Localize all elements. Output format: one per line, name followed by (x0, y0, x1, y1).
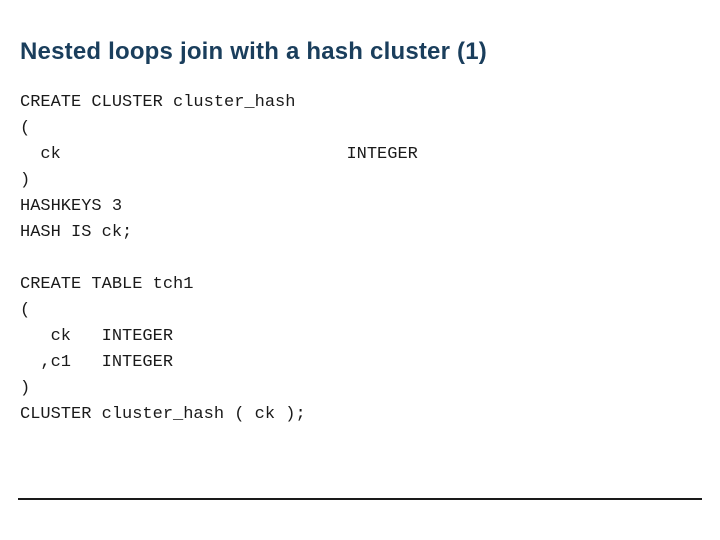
code-line: ( (20, 301, 30, 320)
code-line: ,c1 INTEGER (20, 353, 173, 372)
code-line: CREATE CLUSTER cluster_hash (20, 93, 295, 112)
code-line: ) (20, 171, 30, 190)
code-line: ck INTEGER (20, 145, 418, 164)
slide: Nested loops join with a hash cluster (1… (0, 0, 720, 540)
code-line: HASH IS ck; (20, 223, 132, 242)
code-line: CLUSTER cluster_hash ( ck ); (20, 405, 306, 424)
code-line: CREATE TABLE tch1 (20, 275, 193, 294)
code-line: ) (20, 379, 30, 398)
code-block: CREATE CLUSTER cluster_hash ( ck INTEGER… (20, 90, 418, 428)
code-line: HASHKEYS 3 (20, 197, 122, 216)
code-line: ( (20, 119, 30, 138)
slide-title: Nested loops join with a hash cluster (1… (20, 38, 487, 66)
code-line: ck INTEGER (20, 327, 173, 346)
horizontal-rule (18, 498, 702, 500)
